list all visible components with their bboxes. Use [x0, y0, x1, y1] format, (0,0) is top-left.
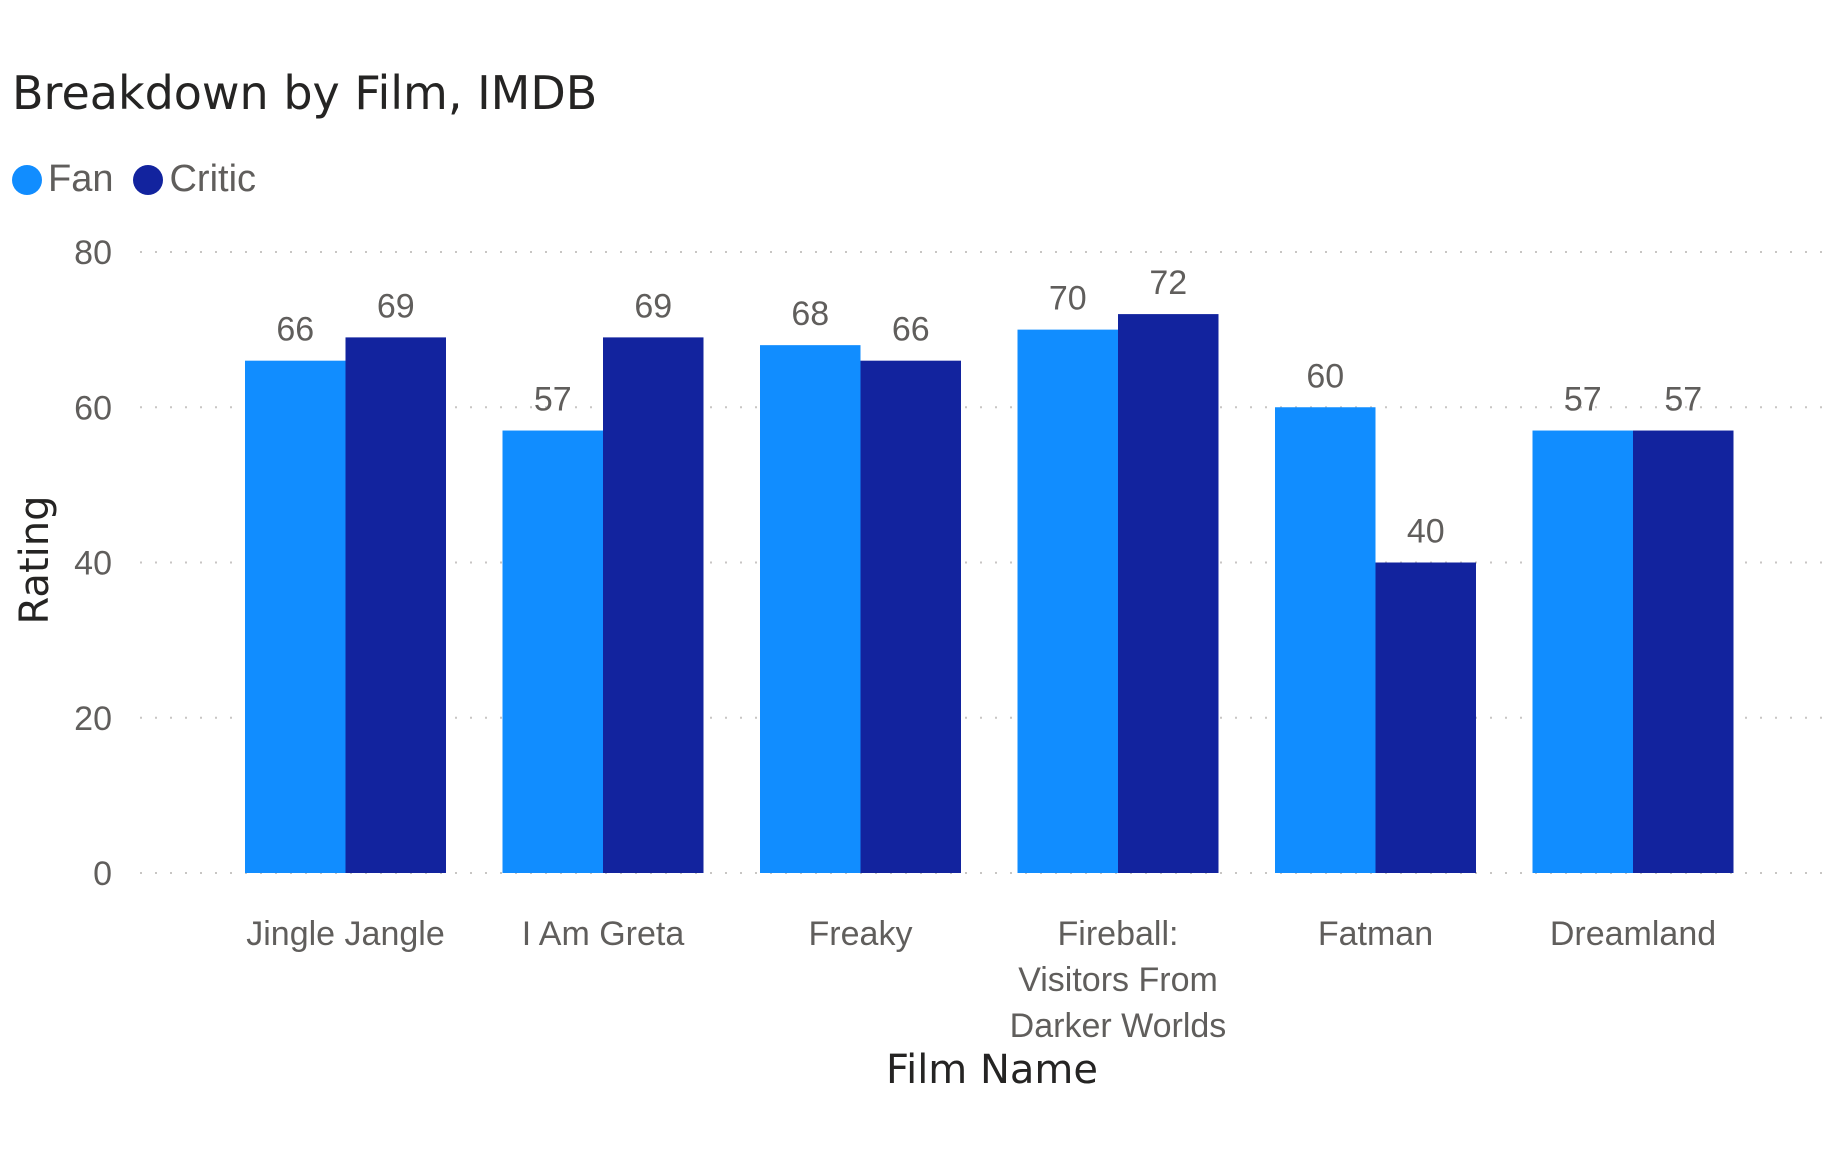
- x-category-label: Fireball: Visitors From Darker Worlds: [1010, 915, 1227, 1045]
- data-label-critic: 69: [377, 287, 415, 325]
- x-category-label: Dreamland: [1550, 915, 1716, 953]
- y-tick-label: 20: [74, 700, 112, 738]
- data-label-fan: 66: [276, 311, 314, 349]
- x-category-label-line: Fatman: [1318, 915, 1433, 953]
- y-axis-title: Rating: [12, 496, 58, 625]
- x-category-label-line: Visitors From: [1018, 961, 1218, 999]
- bar-critic: [1118, 314, 1219, 874]
- data-label-fan: 60: [1306, 357, 1344, 395]
- x-category-label-line: Fireball:: [1058, 915, 1179, 953]
- data-label-fan: 70: [1049, 280, 1087, 318]
- y-tick-label: 80: [74, 234, 112, 272]
- legend-item-fan[interactable]: Fan: [12, 158, 113, 201]
- bar-critic: [1633, 430, 1734, 873]
- bar-critic: [603, 337, 704, 873]
- y-tick-label: 0: [93, 855, 112, 893]
- x-category-label-line: Jingle Jangle: [246, 915, 444, 953]
- x-category-label: Freaky: [809, 915, 913, 953]
- legend-critic-dot-icon: [133, 164, 164, 195]
- bar-fan: [1275, 407, 1376, 873]
- x-category-label-line: Darker Worlds: [1010, 1007, 1227, 1045]
- bar-fan: [760, 345, 861, 873]
- chart-title: Breakdown by Film, IMDB: [12, 66, 598, 120]
- data-label-critic: 72: [1149, 264, 1187, 302]
- bar-critic: [1375, 562, 1476, 873]
- bar-critic: [860, 360, 961, 873]
- data-label-critic: 40: [1407, 513, 1445, 551]
- data-label-fan: 57: [1564, 381, 1602, 419]
- legend-item-critic[interactable]: Critic: [133, 158, 256, 201]
- bar-fan: [245, 360, 346, 873]
- x-category-label: Fatman: [1318, 915, 1433, 953]
- x-category-label-line: Freaky: [809, 915, 913, 953]
- legend-fan-dot-icon: [12, 164, 42, 195]
- data-label-critic: 66: [892, 311, 930, 349]
- x-category-label: Jingle Jangle: [246, 915, 444, 953]
- bar-critic: [345, 337, 446, 873]
- x-category-label: I Am Greta: [522, 915, 685, 953]
- legend-critic-label: Critic: [169, 158, 257, 200]
- legend: Fan Critic: [12, 158, 276, 201]
- x-category-label-line: Dreamland: [1550, 915, 1716, 953]
- y-tick-label: 40: [74, 545, 112, 583]
- legend-fan-label: Fan: [48, 158, 114, 200]
- bar-fan: [1017, 329, 1118, 873]
- y-tick-label: 60: [74, 389, 112, 427]
- bar-fan: [1532, 430, 1633, 873]
- x-axis-title: Film Name: [886, 1047, 1098, 1093]
- x-category-label-line: I Am Greta: [522, 915, 685, 953]
- data-label-critic: 57: [1664, 381, 1702, 419]
- data-label-fan: 68: [791, 295, 829, 333]
- bar-fan: [502, 430, 603, 873]
- data-label-fan: 57: [534, 381, 572, 419]
- data-label-critic: 69: [634, 287, 672, 325]
